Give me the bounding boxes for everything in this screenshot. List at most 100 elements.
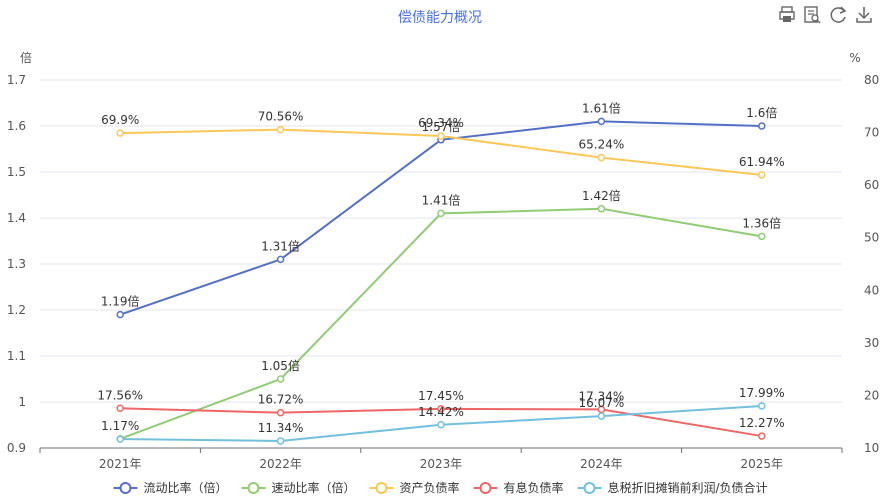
series-4: [116, 402, 766, 445]
data-label: 1.6倍: [746, 105, 777, 120]
data-label: 1.31倍: [261, 238, 300, 253]
data-label: 1.19倍: [101, 294, 140, 309]
data-view-icon[interactable]: [804, 6, 821, 24]
data-label: 69.34%: [418, 116, 464, 130]
data-label: 70.56%: [258, 110, 304, 124]
data-label: 12.27%: [739, 416, 785, 430]
x-tick-label: 2024年: [580, 457, 623, 471]
legend-item[interactable]: 流动比率（倍）: [113, 480, 227, 495]
data-label: 17.56%: [97, 388, 143, 402]
data-labels: 1.19倍 1.31倍 1.57倍 1.61倍 1.6倍 1.17% 1.05倍 1.41倍 1…: [97, 100, 784, 435]
left-tick-label: 1: [18, 395, 26, 409]
legend-marker: [119, 482, 132, 494]
data-label: 1.05倍: [261, 358, 300, 373]
right-tick-label: 10: [864, 441, 879, 455]
data-label: 16.72%: [258, 393, 304, 407]
data-label: 69.9%: [101, 113, 139, 127]
data-label: 1.17%: [101, 419, 139, 433]
series-point[interactable]: [116, 404, 124, 413]
data-label: 1.57倍: [422, 119, 461, 134]
legend: 流动比率（倍） 速动比率（倍） 资产负债率 有息负债率 息税折旧摊销前利润/负债合计: [113, 480, 768, 495]
data-label: 14.42%: [418, 405, 464, 419]
series-layer: 1.19倍 1.31倍 1.57倍 1.61倍 1.6倍 1.17% 1.05倍 1.41倍 1…: [97, 100, 785, 445]
legend-label: 流动比率（倍）: [143, 480, 227, 495]
left-tick-label: 1.1: [7, 349, 26, 363]
left-axis-unit: 倍: [20, 50, 32, 65]
series-point[interactable]: [758, 432, 766, 440]
x-tick-label: 2025年: [741, 457, 784, 471]
legend-item[interactable]: 速动比率（倍）: [241, 480, 355, 495]
series-point[interactable]: [276, 255, 285, 264]
data-label: 1.42倍: [582, 188, 621, 203]
series-point[interactable]: [276, 125, 285, 134]
x-tick-label: 2022年: [259, 457, 302, 471]
legend-item[interactable]: 息税折旧摊销前利润/负债合计: [577, 480, 768, 495]
legend-marker: [583, 482, 596, 494]
series-3: [116, 404, 766, 440]
data-label: 17.45%: [418, 389, 464, 403]
right-tick-label: 20: [864, 388, 879, 402]
series-point[interactable]: [597, 153, 606, 162]
series-point[interactable]: [437, 421, 445, 429]
right-tick-label: 60: [864, 178, 879, 192]
left-tick-label: 1.6: [7, 119, 26, 133]
data-label: 16.07%: [579, 396, 625, 410]
series-point[interactable]: [276, 408, 285, 417]
legend-label: 速动比率（倍）: [271, 480, 355, 495]
data-label: 1.61倍: [582, 100, 621, 115]
series-point[interactable]: [758, 402, 766, 410]
legend-marker: [247, 482, 260, 494]
left-tick-label: 1.4: [7, 211, 26, 225]
legend-marker: [479, 482, 492, 494]
right-tick-label: 50: [864, 231, 879, 245]
data-label: 61.94%: [739, 155, 785, 169]
series-point[interactable]: [437, 132, 445, 140]
left-axis-ticks: 0.9 1 1.1 1.2 1.3 1.4 1.5 1.6 1.7: [7, 73, 26, 455]
left-tick-label: 1.5: [7, 165, 26, 179]
right-axis-unit: %: [849, 51, 860, 65]
data-label: 1.36倍: [742, 215, 781, 230]
data-label: 1.41倍: [422, 192, 461, 207]
x-tick-label: 2023年: [420, 457, 463, 471]
data-label: 17.34%: [579, 389, 625, 403]
right-tick-label: 30: [864, 336, 879, 350]
left-tick-label: 1.7: [7, 73, 26, 87]
right-axis-ticks: 10 20 30 40 50 60 70 80: [864, 73, 879, 455]
data-label: 11.34%: [258, 421, 304, 435]
legend-marker: [375, 482, 388, 494]
series-point[interactable]: [758, 122, 766, 130]
print-icon[interactable]: [779, 6, 795, 22]
legend-item[interactable]: 有息负债率: [473, 480, 564, 495]
chart-title: 偿债能力概况: [398, 10, 482, 26]
series-point[interactable]: [758, 171, 766, 179]
series-point[interactable]: [597, 117, 606, 126]
series-point[interactable]: [437, 209, 445, 218]
series-2: [116, 125, 766, 179]
data-label: 17.99%: [739, 386, 785, 400]
left-tick-label: 0.9: [7, 441, 26, 455]
series-point[interactable]: [116, 310, 124, 319]
left-tick-label: 1.2: [7, 303, 26, 317]
legend-label: 资产负债率: [399, 480, 459, 495]
series-point[interactable]: [276, 375, 285, 383]
right-tick-label: 80: [864, 73, 879, 87]
left-tick-label: 1.3: [7, 257, 26, 271]
series-point[interactable]: [276, 437, 285, 445]
legend-label: 息税折旧摊销前利润/负债合计: [608, 480, 768, 495]
x-axis: 2021年 2022年 2023年 2024年 2025年: [39, 447, 843, 471]
right-tick-label: 70: [864, 126, 879, 140]
legend-label: 有息负债率: [503, 480, 563, 495]
download-icon[interactable]: [856, 7, 872, 23]
right-tick-label: 40: [864, 283, 879, 297]
series-point[interactable]: [758, 232, 766, 241]
x-tick-label: 2021年: [99, 457, 142, 471]
series-point[interactable]: [597, 412, 606, 420]
series-point[interactable]: [116, 435, 124, 443]
refresh-icon[interactable]: [830, 6, 847, 23]
series-point[interactable]: [116, 129, 124, 137]
data-label: 65.24%: [579, 138, 625, 152]
legend-item[interactable]: 资产负债率: [369, 480, 459, 495]
series-point[interactable]: [437, 405, 445, 413]
series-point[interactable]: [597, 205, 606, 213]
